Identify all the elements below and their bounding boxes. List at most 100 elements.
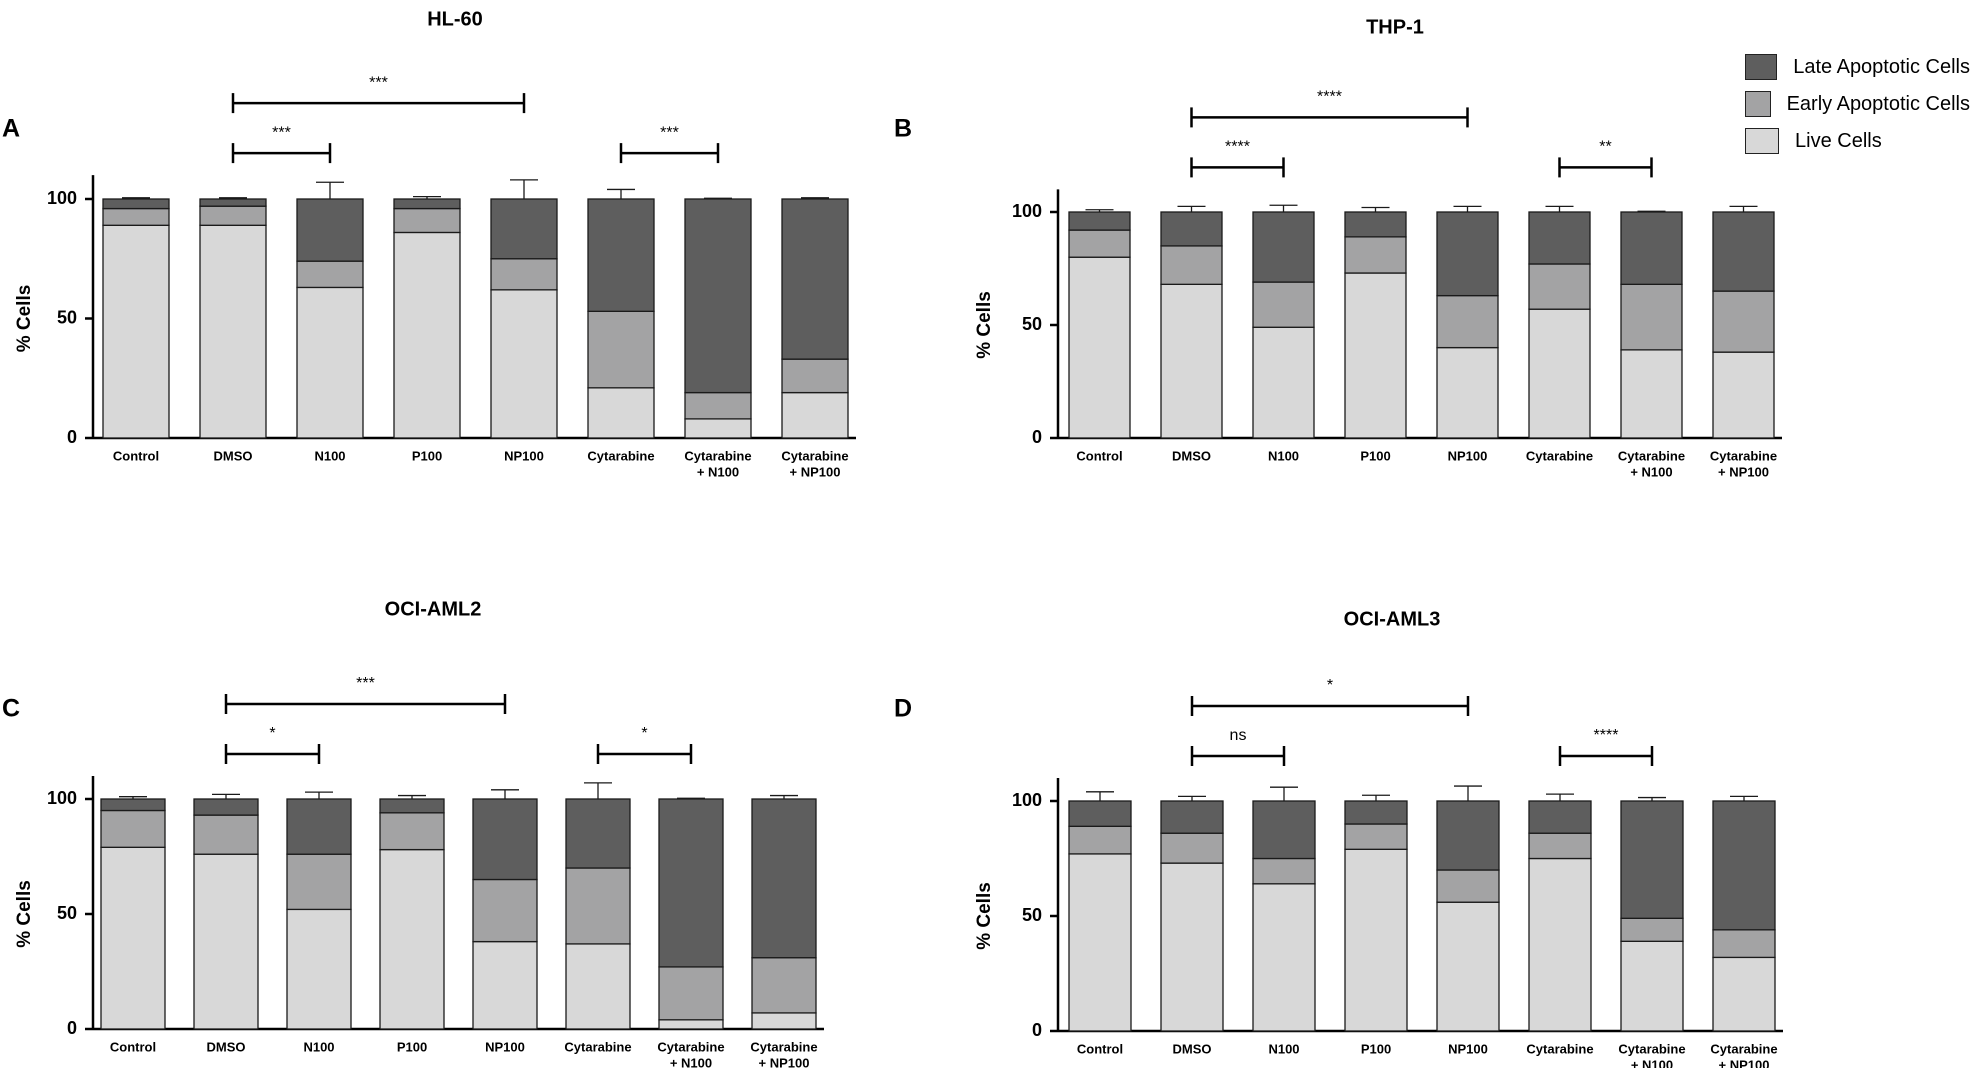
bar-early-4 [1344, 823, 1408, 850]
bar-live-3 [286, 908, 352, 1030]
bar-early-7 [658, 966, 724, 1021]
bar-early-5 [490, 258, 558, 291]
bar-late-1 [1068, 211, 1131, 231]
bar-early-6 [565, 867, 631, 945]
y-tick-label: 50 [1022, 314, 1042, 334]
significance-label: **** [1594, 727, 1619, 744]
bar-live-8 [1712, 351, 1775, 439]
significance-label: *** [369, 74, 388, 91]
bar-early-2 [1160, 832, 1224, 864]
bar-live-1 [1068, 256, 1131, 439]
panel-title: OCI-AML2 [385, 598, 482, 620]
x-tick-label: Cytarabine [1526, 448, 1593, 463]
x-tick-label: + NP100 [790, 464, 841, 479]
legend-item-live: Live Cells [1745, 124, 1970, 158]
y-tick-label: 100 [47, 188, 77, 208]
x-tick-label: Cytarabine [1618, 448, 1685, 463]
x-tick-label: Cytarabine [1710, 448, 1777, 463]
bar-early-6 [1528, 263, 1591, 310]
legend-swatch-early [1745, 91, 1771, 117]
x-tick-label: N100 [314, 448, 345, 463]
bar-late-4 [1344, 211, 1407, 238]
bar-live-4 [379, 848, 445, 1030]
y-tick-label: 100 [1012, 201, 1042, 221]
bar-early-8 [1712, 290, 1775, 353]
bar-late-7 [1620, 211, 1683, 285]
x-tick-label: + N100 [670, 1055, 712, 1068]
panel-title: THP-1 [1366, 16, 1424, 38]
bar-early-8 [781, 358, 849, 394]
bar-live-2 [193, 853, 259, 1030]
bar-early-3 [296, 260, 364, 289]
bar-late-1 [1068, 800, 1132, 827]
bar-live-4 [393, 231, 461, 439]
bar-live-8 [751, 1012, 817, 1030]
bar-late-3 [286, 798, 352, 855]
bar-early-7 [1620, 283, 1683, 351]
panel-c: OCI-AML2 C % Cells 0 50 100 Control DMSO N100 P10… [2, 598, 824, 1068]
bar-late-8 [1712, 800, 1776, 931]
bar-live-1 [102, 224, 170, 439]
significance-label: ns [1230, 727, 1247, 744]
bar-late-1 [100, 798, 166, 812]
x-tick-label: N100 [1268, 1041, 1299, 1056]
legend-label-live: Live Cells [1795, 129, 1882, 152]
legend-item-late: Late Apoptotic Cells [1745, 50, 1970, 84]
bar-live-2 [1160, 862, 1224, 1032]
bar-early-1 [102, 207, 170, 226]
bar-live-6 [1528, 308, 1591, 439]
bar-late-5 [1436, 800, 1500, 871]
significance-label: *** [356, 675, 375, 692]
bar-live-3 [1252, 326, 1315, 439]
panel-title: OCI-AML3 [1344, 608, 1441, 630]
panel-d: OCI-AML3 D % Cells 0 50 100 Control DMSO N100 P10… [894, 608, 1783, 1068]
bar-live-7 [684, 418, 752, 439]
bar-late-6 [587, 198, 655, 312]
y-tick-label: 50 [57, 307, 77, 327]
y-axis-label: % Cells [974, 291, 995, 359]
bar-early-2 [199, 205, 267, 226]
bar-live-7 [1620, 940, 1684, 1032]
bar-late-2 [1160, 211, 1223, 247]
bar-early-8 [1712, 929, 1776, 959]
bar-early-7 [1620, 917, 1684, 942]
bar-late-5 [472, 798, 538, 881]
x-tick-label: + N100 [1630, 464, 1672, 479]
significance-label: * [269, 725, 275, 742]
x-tick-label: + NP100 [1718, 464, 1769, 479]
bar-late-6 [565, 798, 631, 869]
bar-late-7 [658, 798, 724, 968]
bar-late-8 [751, 798, 817, 959]
bar-live-8 [781, 391, 849, 439]
x-tick-label: Control [110, 1039, 156, 1054]
x-tick-label: Control [1077, 1041, 1123, 1056]
y-tick-label: 0 [67, 1018, 77, 1038]
x-tick-label: N100 [1268, 448, 1299, 463]
significance-label: **** [1225, 139, 1250, 156]
bar-late-3 [1252, 211, 1315, 283]
x-tick-label: Control [113, 448, 159, 463]
x-tick-label: NP100 [485, 1039, 525, 1054]
x-tick-label: Control [1076, 448, 1122, 463]
bar-early-7 [684, 391, 752, 420]
x-tick-label: DMSO [207, 1039, 246, 1054]
panel-letter: D [894, 695, 912, 723]
bar-late-4 [379, 798, 445, 814]
y-tick-label: 0 [1032, 427, 1042, 447]
bar-live-6 [1528, 857, 1592, 1032]
bar-late-6 [1528, 211, 1591, 265]
bar-late-2 [193, 798, 259, 816]
bar-early-4 [1344, 236, 1407, 274]
bar-live-7 [658, 1019, 724, 1030]
legend-swatch-live [1745, 128, 1779, 154]
bar-late-5 [1436, 211, 1499, 297]
bar-early-5 [1436, 869, 1500, 903]
x-tick-label: Cytarabine [750, 1039, 817, 1054]
legend-label-early: Early Apoptotic Cells [1786, 92, 1970, 115]
panel-a: HL-60 A % Cells 0 50 100 Control DMSO N100 P100 NP… [2, 8, 856, 479]
x-tick-label: + N100 [1631, 1057, 1673, 1068]
bar-late-1 [102, 198, 170, 210]
x-tick-label: N100 [303, 1039, 334, 1054]
x-tick-label: P100 [1360, 448, 1390, 463]
